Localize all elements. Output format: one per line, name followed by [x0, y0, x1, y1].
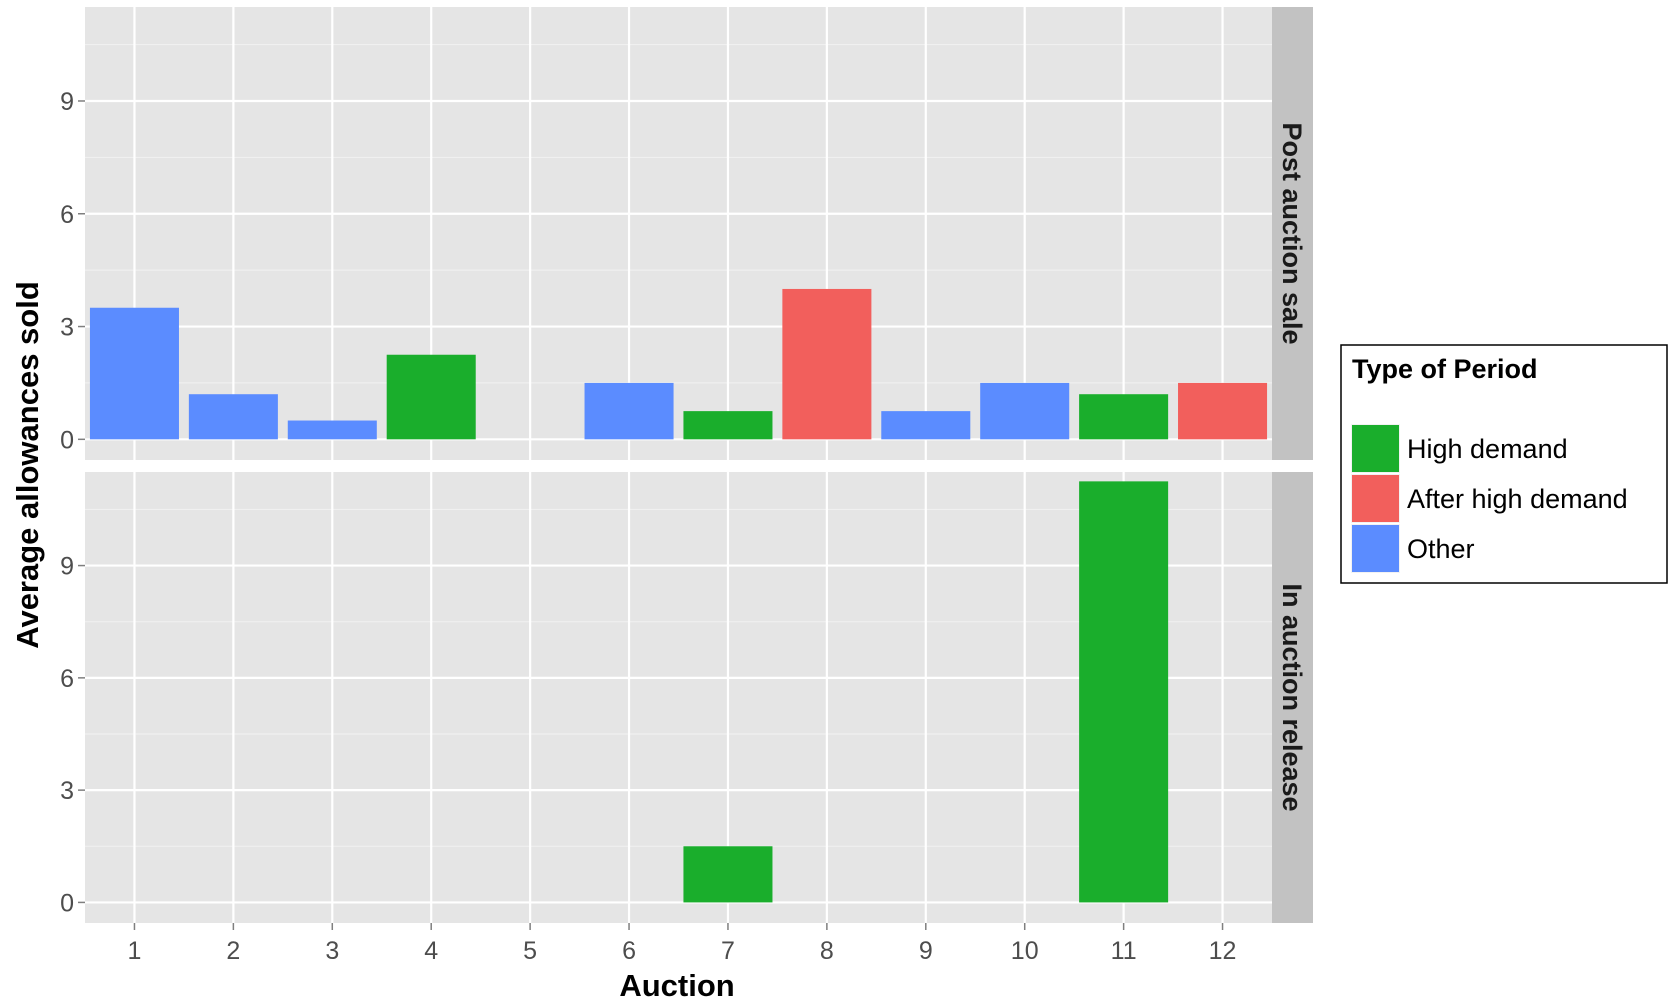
x-tick-label: 10	[1011, 937, 1039, 965]
x-axis-title: Auction	[619, 968, 734, 1003]
bar-2	[188, 394, 278, 440]
panel-1: 0 3 6 9 Post auction sale	[60, 7, 1313, 460]
facet-strip	[1272, 472, 1313, 923]
x-axis: 1 2 3 4 5 6 7 8 9 10 11 12	[128, 923, 1237, 965]
x-tick-label: 7	[721, 937, 735, 965]
y-tick-label: 0	[60, 426, 74, 454]
x-tick-label: 8	[820, 937, 834, 965]
x-tick-label: 11	[1111, 937, 1137, 965]
x-tick-label: 3	[325, 937, 339, 965]
panel-2: 0 3 6 9 In auction release	[60, 472, 1313, 923]
legend-label: High demand	[1407, 434, 1568, 464]
x-tick-label: 1	[128, 937, 142, 965]
chart-panels: 0 3 6 9 Post auction sale 0 3 6 9 In auction rele…	[60, 7, 1313, 923]
x-tick-label: 2	[226, 937, 240, 965]
bar-11	[1079, 394, 1169, 440]
bar-7	[683, 846, 773, 903]
bar-9	[881, 411, 971, 440]
bar-3	[287, 420, 377, 440]
legend-label: Other	[1407, 534, 1475, 564]
x-tick-label: 5	[523, 937, 537, 965]
bar-8	[782, 288, 872, 440]
x-tick-label: 4	[424, 937, 438, 965]
bar-12	[1178, 382, 1268, 440]
bar-11	[1079, 481, 1169, 903]
bar-10	[980, 382, 1070, 440]
facet-strip-label: Post auction sale	[1277, 122, 1307, 344]
panel-background	[85, 7, 1272, 460]
facet-strip	[1272, 7, 1313, 460]
y-tick-label: 9	[60, 88, 74, 116]
y-axis-title: Average allowances sold	[10, 281, 45, 649]
legend-title: Type of Period	[1352, 354, 1538, 384]
legend-key-swatch	[1352, 525, 1399, 572]
x-tick-label: 6	[622, 937, 636, 965]
y-tick-label: 3	[60, 777, 74, 805]
x-tick-label: 9	[919, 937, 933, 965]
panel-background	[85, 472, 1272, 923]
bar-6	[584, 382, 674, 440]
y-tick-label: 6	[60, 665, 74, 693]
y-tick-label: 0	[60, 889, 74, 917]
bar-7	[683, 411, 773, 440]
x-tick-label: 12	[1209, 937, 1237, 965]
bar-1	[89, 307, 179, 440]
legend-key-swatch	[1352, 475, 1399, 522]
legend: Type of Period High demand After high dema…	[1340, 344, 1668, 584]
legend-key-swatch	[1352, 425, 1399, 472]
y-tick-label: 3	[60, 314, 74, 342]
facet-strip-label: In auction release	[1277, 583, 1307, 811]
y-tick-label: 6	[60, 201, 74, 229]
legend-label: After high demand	[1407, 484, 1628, 514]
bar-4	[386, 354, 476, 440]
y-tick-label: 9	[60, 553, 74, 581]
